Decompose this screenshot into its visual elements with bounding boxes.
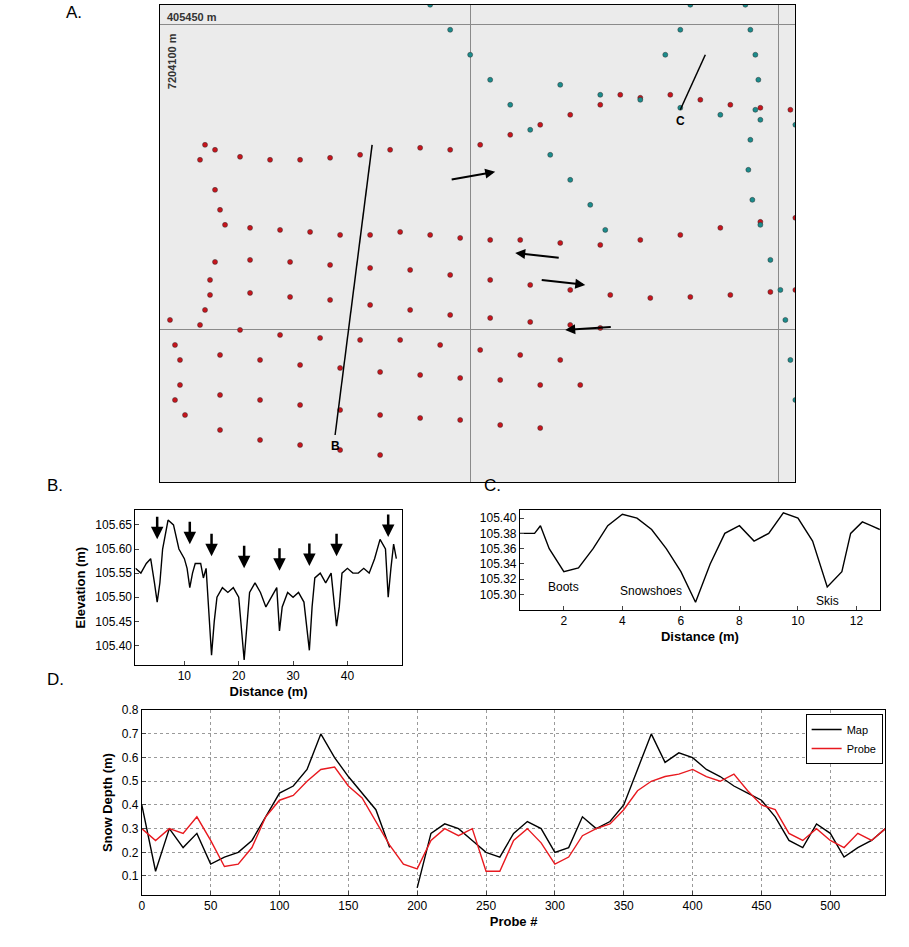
svg-text:450: 450	[751, 899, 771, 913]
svg-text:105.50: 105.50	[95, 590, 132, 604]
svg-text:Snow Depth (m): Snow Depth (m)	[100, 753, 115, 852]
svg-text:10: 10	[178, 669, 192, 683]
svg-text:105.34: 105.34	[480, 557, 517, 571]
svg-text:300: 300	[545, 899, 565, 913]
svg-text:10: 10	[791, 614, 805, 628]
svg-text:105.30: 105.30	[480, 588, 517, 602]
svg-text:105.40: 105.40	[95, 639, 132, 653]
svg-text:B.: B.	[47, 476, 63, 495]
svg-text:105.65: 105.65	[95, 518, 132, 532]
svg-text:100: 100	[269, 899, 289, 913]
svg-text:105.45: 105.45	[95, 615, 132, 629]
svg-text:A.: A.	[66, 3, 82, 22]
svg-text:0.6: 0.6	[122, 751, 139, 765]
svg-text:105.38: 105.38	[480, 527, 517, 541]
svg-text:6: 6	[678, 614, 685, 628]
svg-text:Boots: Boots	[548, 580, 579, 594]
svg-text:Snowshoes: Snowshoes	[620, 584, 682, 598]
svg-text:105.36: 105.36	[480, 542, 517, 556]
svg-text:0.2: 0.2	[122, 846, 139, 860]
svg-text:40: 40	[341, 669, 355, 683]
svg-text:405450 m: 405450 m	[167, 11, 217, 23]
svg-text:0: 0	[138, 899, 145, 913]
svg-text:C: C	[676, 114, 685, 128]
svg-text:150: 150	[338, 899, 358, 913]
svg-text:C.: C.	[484, 476, 501, 495]
svg-text:30: 30	[286, 669, 300, 683]
svg-text:0.4: 0.4	[122, 798, 139, 812]
svg-text:Skis: Skis	[816, 594, 839, 608]
svg-text:Probe #: Probe #	[490, 914, 538, 929]
svg-text:105.32: 105.32	[480, 572, 517, 586]
svg-text:B: B	[331, 439, 340, 453]
svg-text:Elevation (m): Elevation (m)	[73, 547, 88, 629]
svg-text:0.1: 0.1	[122, 869, 139, 883]
svg-text:0.3: 0.3	[122, 822, 139, 836]
svg-text:12: 12	[850, 614, 864, 628]
svg-text:50: 50	[204, 899, 218, 913]
svg-text:250: 250	[476, 899, 496, 913]
svg-text:4: 4	[619, 614, 626, 628]
svg-text:Probe: Probe	[847, 743, 876, 755]
svg-text:500: 500	[820, 899, 840, 913]
svg-text:105.60: 105.60	[95, 542, 132, 556]
svg-text:20: 20	[232, 669, 246, 683]
svg-text:400: 400	[683, 899, 703, 913]
svg-text:0.8: 0.8	[122, 703, 139, 717]
svg-text:200: 200	[407, 899, 427, 913]
svg-text:Distance (m): Distance (m)	[661, 629, 739, 644]
svg-text:105.55: 105.55	[95, 566, 132, 580]
svg-text:0.5: 0.5	[122, 774, 139, 788]
svg-text:D.: D.	[47, 670, 64, 689]
svg-text:Map: Map	[847, 724, 868, 736]
svg-text:2: 2	[561, 614, 568, 628]
svg-text:Distance (m): Distance (m)	[230, 684, 308, 699]
svg-text:105.40: 105.40	[480, 511, 517, 525]
svg-text:7204100 m: 7204100 m	[166, 33, 178, 89]
svg-text:8: 8	[736, 614, 743, 628]
svg-text:350: 350	[614, 899, 634, 913]
svg-text:0.7: 0.7	[122, 727, 139, 741]
